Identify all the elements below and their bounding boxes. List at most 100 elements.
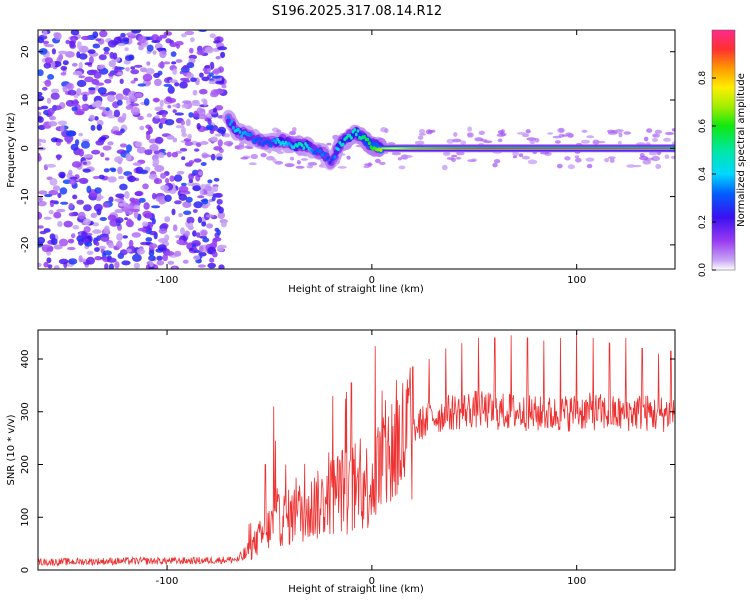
- noise-blob: [72, 194, 78, 200]
- snr-axes: -100 0 100 0 100 200 300 400: [20, 330, 675, 587]
- noise-blob: [78, 61, 83, 70]
- noise-blob: [188, 247, 194, 252]
- noise-blob: [151, 34, 160, 42]
- noise-blob: [527, 159, 538, 165]
- noise-blob: [201, 221, 207, 227]
- noise-blob: [145, 237, 153, 242]
- noise-blob: [398, 165, 406, 170]
- noise-blob: [522, 155, 530, 160]
- noise-blob: [539, 151, 550, 155]
- noise-blob: [125, 104, 133, 110]
- noise-blob: [455, 157, 462, 160]
- noise-blob: [99, 30, 108, 38]
- noise-blob: [626, 164, 636, 168]
- noise-blob: [181, 104, 189, 109]
- noise-blob: [618, 132, 623, 138]
- noise-blob: [124, 55, 134, 61]
- noise-blob: [217, 139, 223, 147]
- noise-blob: [215, 56, 221, 60]
- noise-blob: [139, 169, 148, 174]
- noise-blob: [180, 120, 186, 126]
- noise-blob: [162, 254, 169, 262]
- noise-blob: [178, 213, 183, 218]
- y-tick-label: -10: [20, 188, 31, 204]
- noise-blob: [126, 144, 133, 153]
- noise-blob: [197, 195, 205, 199]
- ridge-blob: [305, 144, 309, 148]
- noise-blob: [425, 129, 433, 135]
- noise-blob: [552, 135, 562, 139]
- noise-blob: [38, 142, 42, 147]
- noise-blob: [68, 258, 78, 265]
- noise-blob: [54, 32, 62, 41]
- ridge-blob: [379, 148, 383, 152]
- ridge-blob: [341, 142, 345, 147]
- noise-blob: [651, 138, 659, 142]
- ridge-blob: [227, 115, 230, 119]
- noise-blob: [156, 47, 166, 51]
- noise-blob: [575, 157, 582, 163]
- noise-blob: [234, 145, 241, 150]
- noise-blob: [134, 191, 143, 196]
- noise-blob: [143, 98, 150, 106]
- noise-blob: [158, 228, 168, 235]
- noise-blob: [337, 166, 347, 169]
- noise-blob: [122, 96, 129, 101]
- noise-blob: [616, 129, 624, 132]
- y-tick-label: 300: [20, 402, 31, 421]
- noise-blob: [214, 227, 220, 232]
- noise-blob: [143, 202, 150, 210]
- noise-blob: [104, 263, 109, 269]
- noise-blob: [130, 107, 140, 115]
- noise-blob: [88, 56, 94, 65]
- ridge-blob: [323, 152, 327, 156]
- ridge-blob: [230, 119, 234, 124]
- noise-blob: [149, 144, 159, 152]
- noise-blob: [86, 256, 95, 265]
- noise-blob: [479, 139, 488, 142]
- noise-blob: [164, 119, 175, 126]
- noise-blob: [83, 154, 94, 158]
- noise-blob: [220, 51, 226, 59]
- noise-blob: [216, 245, 225, 252]
- noise-blob: [60, 124, 65, 132]
- noise-blob: [113, 109, 121, 118]
- noise-blob: [467, 159, 476, 163]
- noise-blob: [148, 173, 158, 180]
- noise-blob: [651, 155, 661, 162]
- noise-blob: [497, 130, 504, 135]
- noise-blob: [57, 221, 63, 227]
- noise-blob: [95, 38, 102, 42]
- ridge-blob: [259, 137, 263, 141]
- noise-blob: [116, 72, 124, 76]
- ridge-blob: [232, 126, 235, 130]
- noise-blob: [89, 114, 95, 121]
- noise-blob: [363, 165, 370, 169]
- noise-blob: [346, 155, 351, 160]
- noise-blob: [117, 166, 123, 175]
- noise-blob: [70, 143, 79, 151]
- noise-blob: [512, 151, 519, 157]
- noise-blob: [652, 133, 658, 137]
- noise-blob: [170, 51, 177, 57]
- ridge-blob: [328, 160, 332, 165]
- noise-blob: [50, 92, 60, 100]
- noise-blob: [453, 132, 458, 137]
- noise-blob: [78, 255, 83, 263]
- noise-blob: [67, 89, 77, 96]
- noise-blob: [115, 209, 122, 213]
- noise-blob: [152, 97, 160, 103]
- noise-blob: [78, 132, 84, 137]
- noise-blob: [197, 264, 206, 268]
- ridge-blob: [338, 140, 342, 145]
- noise-blob: [103, 46, 110, 53]
- noise-blob: [121, 260, 131, 266]
- noise-blob: [467, 126, 472, 132]
- colorbar: 0.0 0.2 0.4 0.6 0.8 Normalized spectral ampl…: [698, 29, 747, 277]
- noise-blob: [223, 133, 231, 138]
- noise-blob: [102, 250, 112, 256]
- noise-blob: [218, 264, 225, 269]
- noise-blob: [112, 126, 120, 132]
- noise-blob: [158, 62, 165, 69]
- noise-blob: [211, 240, 218, 248]
